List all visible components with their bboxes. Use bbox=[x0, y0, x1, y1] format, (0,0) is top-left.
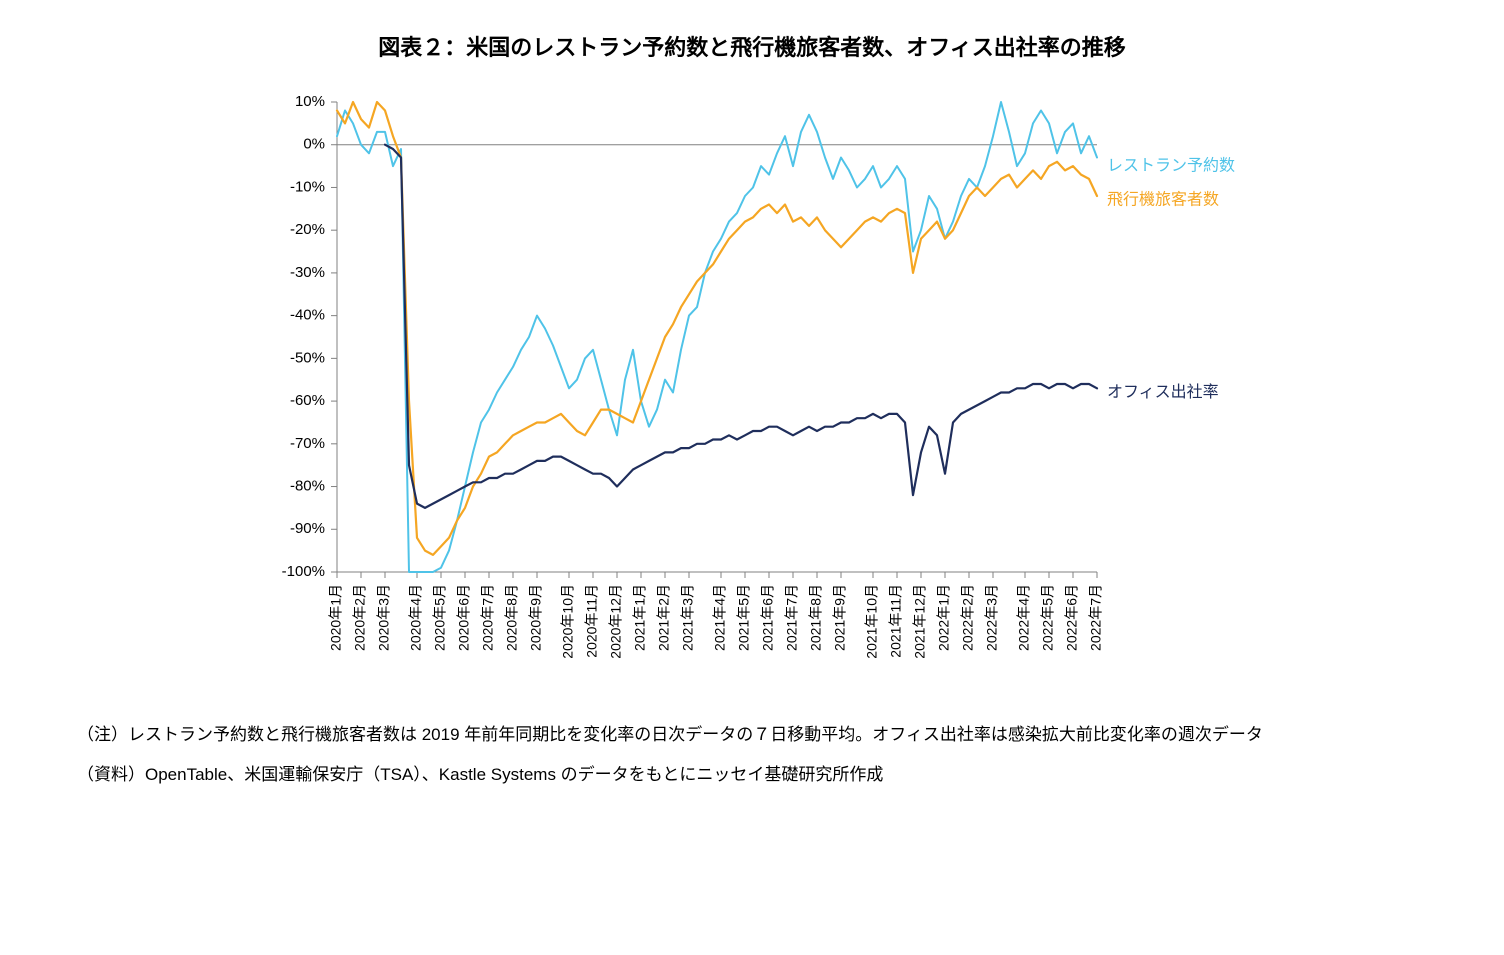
x-tick-label: 2021年7月 bbox=[784, 584, 800, 651]
x-tick-label: 2020年8月 bbox=[504, 584, 520, 651]
y-tick-label: -30% bbox=[290, 264, 325, 281]
x-tick-label: 2020年3月 bbox=[376, 584, 392, 651]
y-tick-label: -70% bbox=[290, 435, 325, 452]
series-restaurant bbox=[337, 102, 1097, 572]
x-tick-label: 2021年5月 bbox=[736, 584, 752, 651]
x-tick-label: 2022年6月 bbox=[1064, 584, 1080, 651]
x-tick-label: 2020年7月 bbox=[480, 584, 496, 651]
x-tick-label: 2022年5月 bbox=[1040, 584, 1056, 651]
x-tick-label: 2021年1月 bbox=[632, 584, 648, 651]
x-tick-label: 2021年2月 bbox=[656, 584, 672, 651]
x-tick-label: 2022年4月 bbox=[1016, 584, 1032, 651]
x-tick-label: 2020年11月 bbox=[584, 584, 600, 658]
y-tick-label: -80% bbox=[290, 478, 325, 495]
x-tick-label: 2020年5月 bbox=[432, 584, 448, 651]
x-tick-label: 2020年4月 bbox=[408, 584, 424, 651]
y-tick-label: -90% bbox=[290, 520, 325, 537]
series-office bbox=[385, 145, 1097, 508]
x-tick-label: 2020年2月 bbox=[352, 584, 368, 651]
y-tick-label: -10% bbox=[290, 178, 325, 195]
x-tick-label: 2020年10月 bbox=[560, 584, 576, 659]
x-tick-label: 2021年6月 bbox=[760, 584, 776, 651]
series-label-airline: 飛行機旅客者数 bbox=[1107, 190, 1219, 208]
x-tick-label: 2022年7月 bbox=[1088, 584, 1104, 651]
footnote-note: （注）レストラン予約数と飛行機旅客者数は 2019 年前年同期比を変化率の日次デ… bbox=[77, 722, 1427, 748]
x-tick-label: 2021年10月 bbox=[864, 584, 880, 659]
x-tick-label: 2020年9月 bbox=[528, 584, 544, 651]
x-tick-label: 2020年6月 bbox=[456, 584, 472, 651]
line-chart: 10% 0% -10% -20% -30% -40% -50% -60% -70% -80% -90… bbox=[227, 92, 1277, 692]
x-tick-label: 2021年4月 bbox=[712, 584, 728, 651]
footnote-source: （資料）OpenTable、米国運輸保安庁（TSA）、Kastle System… bbox=[77, 762, 1427, 788]
y-tick-label: -100% bbox=[282, 563, 325, 580]
y-tick-label: 10% bbox=[295, 93, 325, 110]
x-tick-label: 2021年9月 bbox=[832, 584, 848, 651]
x-tick-label: 2022年2月 bbox=[960, 584, 976, 651]
y-tick-label: -40% bbox=[290, 307, 325, 324]
y-tick-label: -50% bbox=[290, 349, 325, 366]
x-tick-label: 2022年1月 bbox=[936, 584, 952, 651]
x-tick-label: 2021年3月 bbox=[680, 584, 696, 651]
x-tick-label: 2021年12月 bbox=[912, 584, 928, 659]
x-tick-label: 2021年11月 bbox=[888, 584, 904, 658]
y-tick-label: -60% bbox=[290, 392, 325, 409]
series-label-office: オフィス出社率 bbox=[1107, 383, 1219, 401]
y-tick-label: -20% bbox=[290, 221, 325, 238]
series-label-restaurant: レストラン予約数 bbox=[1107, 156, 1235, 174]
x-tick-label: 2020年12月 bbox=[608, 584, 624, 659]
chart-title: 図表２：米国のレストラン予約数と飛行機旅客者数、オフィス出社率の推移 bbox=[40, 30, 1464, 62]
chart-container: 10% 0% -10% -20% -30% -40% -50% -60% -70% -80% -90… bbox=[227, 92, 1277, 692]
y-tick-label: 0% bbox=[303, 136, 325, 153]
x-tick-label: 2022年3月 bbox=[984, 584, 1000, 651]
x-tick-label: 2021年8月 bbox=[808, 584, 824, 651]
x-tick-label: 2020年1月 bbox=[328, 584, 344, 651]
